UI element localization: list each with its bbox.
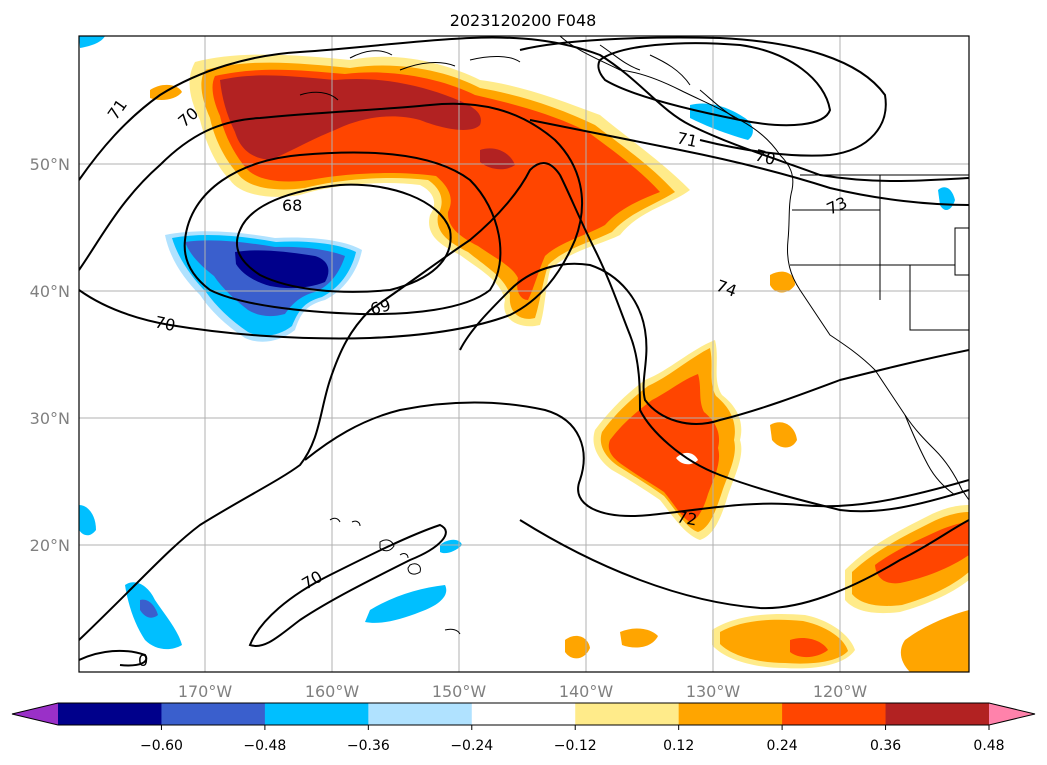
- positive-region-small-1: [620, 628, 658, 648]
- alaska-islands: [299, 50, 521, 101]
- lon-label: 130°W: [686, 682, 741, 701]
- positive-region-southeast: [900, 610, 969, 672]
- negative-region-southwest-strong: [140, 599, 158, 618]
- contour-south-broad: [519, 519, 969, 610]
- negative-region-west-edge: [79, 505, 96, 536]
- contour-label: 70: [153, 312, 177, 335]
- contour-northeast-outer: [519, 36, 887, 157]
- lon-label: 170°W: [178, 682, 233, 701]
- negative-region-nw-corner: [79, 36, 105, 48]
- positive-region-central-strong: [608, 374, 720, 522]
- colorbar-segment: [58, 703, 162, 725]
- alaska-panhandle: [599, 44, 736, 119]
- contour-label: 72: [675, 507, 698, 529]
- colorbar-segment: [782, 703, 887, 725]
- colorbar-outline: [11, 702, 1036, 726]
- contour-74: [459, 262, 969, 425]
- lat-label: 30°N: [30, 409, 70, 428]
- negative-region-hawaii-2: [440, 539, 462, 554]
- colorbar: −0.60 −0.48 −0.36 −0.24 −0.12 0.12 0.24 0.36 0.4…: [11, 702, 1036, 754]
- baja-coast: [904, 414, 956, 496]
- lat-label: 50°N: [30, 155, 70, 174]
- colorbar-segment: [471, 703, 576, 725]
- positive-region-small-2: [565, 635, 590, 659]
- colorbar-tick-label: 0.12: [663, 738, 694, 754]
- colorbar-ticks: −0.60 −0.48 −0.36 −0.24 −0.12 0.12 0.24 0.36 0.4…: [140, 725, 1005, 754]
- colorbar-tick-label: −0.48: [243, 738, 286, 754]
- longitude-labels: 170°W 160°W 150°W 140°W 130°W 120°W: [178, 682, 868, 701]
- colorbar-tick-label: −0.36: [347, 738, 390, 754]
- contour-label: 71: [675, 128, 699, 151]
- contour-inner-south: [304, 401, 969, 517]
- colorbar-segment: [161, 703, 266, 725]
- contour-lines: [79, 36, 969, 667]
- lon-label: 120°W: [813, 682, 868, 701]
- figure-title: 2023120200 F048: [450, 11, 597, 30]
- colorbar-segment: [575, 703, 680, 725]
- colorbar-segment: [885, 703, 990, 725]
- state-borders: [790, 175, 969, 331]
- positive-region-south-strong: [790, 638, 828, 658]
- contour-label: 68: [282, 196, 302, 215]
- contour-69: [183, 151, 502, 316]
- colorbar-tick-label: 0.24: [767, 738, 798, 754]
- colorbar-segment: [368, 703, 473, 725]
- positive-region-small-4: [770, 422, 797, 448]
- contour-73: [529, 119, 969, 206]
- colorbar-tick-label: −0.24: [450, 738, 493, 754]
- map-panel: 71 70 68 69 70 71 70 73 74 72 70 0: [78, 35, 970, 673]
- contour-70-south: [248, 523, 447, 647]
- contour-72: [79, 162, 969, 641]
- colorbar-tick-label: −0.60: [140, 738, 183, 754]
- lon-label: 140°W: [559, 682, 614, 701]
- positive-region-east-strong: [875, 522, 969, 584]
- hawaii-islands: [329, 517, 461, 635]
- contour-label: 0: [138, 651, 148, 670]
- lon-label: 160°W: [305, 682, 360, 701]
- shaded-field: [79, 36, 969, 672]
- contour-70-outer: [79, 102, 583, 340]
- contour-northeast-ring: [597, 42, 832, 127]
- latitude-labels: 50°N 40°N 30°N 20°N: [30, 155, 70, 555]
- colorbar-min-extension: [12, 703, 58, 725]
- positive-region-small-3: [770, 271, 795, 293]
- colorbar-tick-label: 0.48: [973, 738, 1004, 754]
- lon-label: 150°W: [432, 682, 487, 701]
- coastlines: [299, 36, 969, 635]
- contour-southwest: [79, 649, 148, 667]
- colorbar-segments: [58, 703, 990, 725]
- negative-region-low-extreme: [235, 250, 329, 289]
- colorbar-tick-label: −0.12: [554, 738, 597, 754]
- colorbar-segment: [264, 703, 369, 725]
- positive-region-north-extreme: [220, 75, 481, 160]
- colorbar-tick-label: 0.36: [870, 738, 901, 754]
- contour-label: 70: [753, 146, 778, 170]
- lat-label: 40°N: [30, 282, 70, 301]
- contour-71-north: [79, 36, 969, 183]
- map-frame: [78, 35, 970, 673]
- contour-label: 69: [368, 295, 393, 319]
- colorbar-segment: [678, 703, 783, 725]
- negative-region-hawaii: [365, 585, 447, 623]
- lat-label: 20°N: [30, 536, 70, 555]
- gridlines: [79, 36, 969, 672]
- colorbar-max-extension: [989, 703, 1035, 725]
